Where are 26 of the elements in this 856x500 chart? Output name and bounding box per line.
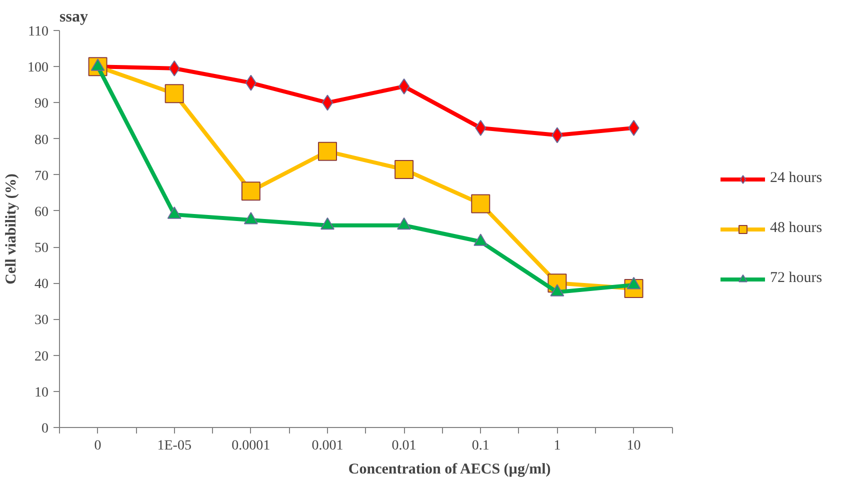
x-tick-label: 10	[626, 438, 641, 454]
x-tick-label: 0.01	[392, 438, 416, 454]
y-axis-title: Cell viability (%)	[4, 174, 20, 284]
y-tick-label: 90	[34, 96, 48, 112]
x-axis-title: Concentration of AECS (µg/ml)	[348, 462, 551, 478]
chart-title: ssay	[60, 8, 88, 26]
x-tick-label: 0.0001	[232, 438, 270, 454]
legend-label: 48 hours	[770, 220, 824, 237]
y-tick-label: 100	[28, 60, 48, 76]
y-tick-label: 110	[28, 24, 49, 40]
y-tick-label: 30	[34, 313, 48, 328]
legend-label: 72 hours	[770, 270, 824, 287]
y-tick-label: 50	[34, 241, 48, 256]
legend-label: 24 hours	[770, 170, 824, 187]
x-tick-label: 0.001	[312, 438, 344, 454]
y-tick-label: 0	[42, 422, 48, 436]
y-tick-label: 40	[34, 277, 48, 292]
x-tick-label: 1E-05	[157, 438, 192, 454]
x-tick-label: 1	[554, 438, 561, 454]
x-tick-label: 0	[94, 438, 102, 454]
y-tick-label: 60	[34, 204, 48, 220]
y-tick-label: 20	[34, 349, 48, 364]
x-tick-label: 0.1	[472, 438, 490, 454]
y-tick-label: 10	[34, 385, 48, 400]
y-tick-label: 80	[34, 132, 48, 148]
y-tick-label: 70	[34, 168, 48, 184]
